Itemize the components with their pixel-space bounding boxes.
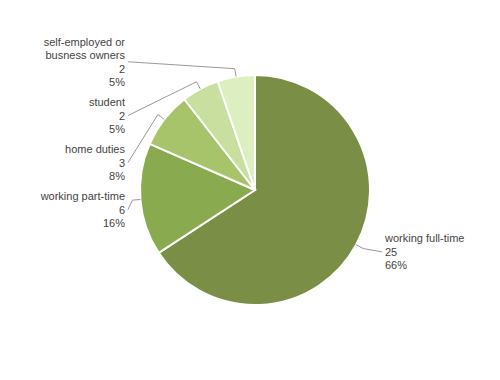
data-label: working full-time 2566% [384,232,464,271]
category-label: busness owners [46,49,126,61]
percent-label: 8% [109,170,125,182]
category-label: working full-time [384,232,464,244]
chart: working full-time 2566% working part-time 6… [0,0,500,380]
data-label: student 25% [89,96,125,135]
percent-label: 66% [385,259,407,271]
count-label: 25 [385,246,397,258]
data-label: home duties 38% [65,143,125,182]
count-label: 3 [119,157,125,169]
leader-line [356,245,382,252]
percent-label: 5% [109,123,125,135]
category-label: working part-time [40,190,125,202]
percent-label: 16% [103,217,125,229]
pie [140,75,370,305]
leader-line [128,199,140,209]
category-label: student [89,96,125,108]
count-label: 6 [119,204,125,216]
count-label: 2 [119,110,125,122]
data-label: working part-time 616% [40,190,126,229]
percent-label: 5% [109,76,125,88]
category-label: home duties [65,143,125,155]
category-label: self-employed or [44,36,126,48]
count-label: 2 [119,63,125,75]
pie-slice [218,75,255,190]
leader-line [128,82,200,116]
leader-line [128,62,236,77]
labels: working full-time 2566% working part-time 6… [40,36,465,272]
data-label: self-employed orbusness owners 25% [44,36,126,88]
leader-line [128,114,164,162]
